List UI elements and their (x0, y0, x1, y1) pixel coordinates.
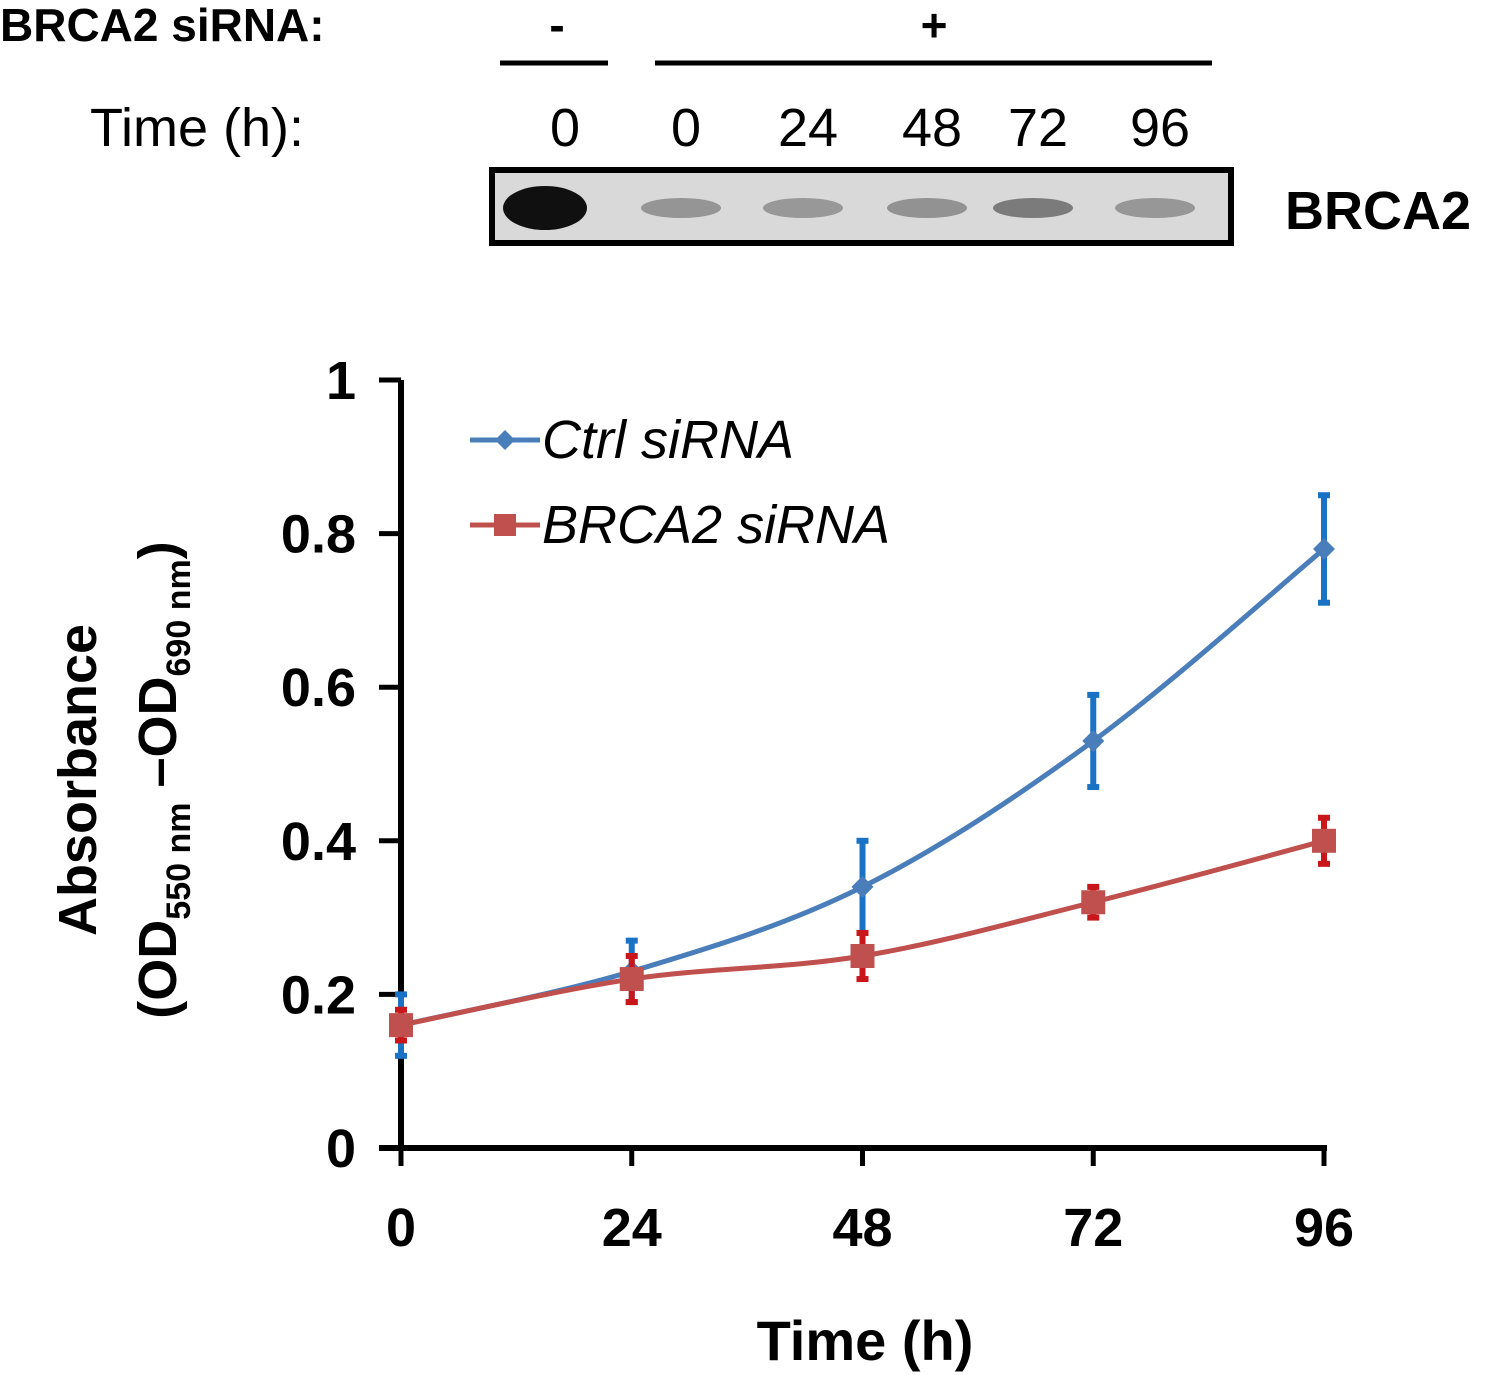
series-brca2-sirna (389, 814, 1336, 1044)
blot-band (503, 186, 587, 230)
blot-panel: BRCA2 siRNA: - + Time (h): 0 0 24 48 72 96 BR… (0, 0, 1471, 246)
y-tick-label: 0.6 (281, 658, 356, 718)
data-point (850, 944, 875, 968)
sirna-label: BRCA2 siRNA: (0, 0, 325, 51)
legend-label-brca2: BRCA2 siRNA (542, 495, 890, 555)
blot-band (993, 198, 1073, 218)
blot-band (1115, 198, 1195, 218)
lane-time-label: 72 (1008, 98, 1068, 158)
legend-marker-diamond (495, 430, 515, 450)
x-tick-label: 24 (602, 1198, 662, 1258)
legend-label-ctrl: Ctrl siRNA (542, 410, 794, 470)
y-sub-690: 690 nm (160, 559, 198, 676)
data-point (619, 967, 644, 992)
x-tick-label: 96 (1294, 1198, 1354, 1258)
y-tick-label: 0.8 (281, 505, 356, 565)
y-axis-title: Absorbance (OD550 nm –OD690 nm) (48, 541, 198, 1018)
data-point (1081, 890, 1106, 915)
blot-band (887, 198, 967, 218)
blot-frame (489, 167, 1234, 246)
y-sub-open: (OD (128, 920, 188, 1019)
minus-sign: - (549, 0, 564, 51)
lane-labels: 0 0 24 48 72 96 (550, 98, 1190, 158)
x-tick-label: 0 (386, 1198, 416, 1258)
legend-marker-square (494, 514, 516, 536)
data-point (1312, 828, 1336, 853)
x-tick-label: 72 (1063, 1198, 1123, 1258)
legend-item-brca2: BRCA2 siRNA (470, 495, 890, 555)
data-point (1313, 537, 1335, 560)
legend-item-ctrl: Ctrl siRNA (470, 410, 794, 470)
data-point (851, 875, 874, 898)
blot-band (641, 198, 721, 218)
lane-time-label: 96 (1130, 98, 1190, 158)
plus-sign: + (921, 0, 948, 51)
x-axis-title: Time (h) (757, 1309, 974, 1372)
data-point (1082, 729, 1105, 752)
lane-time-label: 0 (550, 98, 580, 158)
chart: 0 0.2 0.4 0.6 0.8 1 0 24 48 72 96 Time (h) Absorb… (48, 351, 1354, 1372)
lane-time-label: 48 (902, 98, 962, 158)
legend: Ctrl siRNA BRCA2 siRNA (470, 410, 890, 555)
y-sub-close: ) (128, 541, 188, 559)
lane-time-label: 0 (671, 98, 701, 158)
time-label: Time (h): (90, 98, 304, 158)
data-point (389, 1013, 413, 1038)
x-axis: 0 24 48 72 96 (379, 1145, 1354, 1258)
lane-time-label: 24 (778, 98, 838, 158)
y-sub-550: 550 nm (160, 803, 198, 920)
y-tick-label: 0.2 (281, 965, 356, 1025)
y-axis-title-sub: (OD550 nm –OD690 nm) (128, 541, 198, 1018)
blot-bands (503, 186, 1195, 230)
series-layer (389, 492, 1336, 1059)
y-tick-label: 1 (326, 351, 356, 411)
blot-band (763, 198, 843, 218)
y-axis-title-main: Absorbance (48, 624, 108, 936)
x-tick-label: 48 (832, 1198, 892, 1258)
y-axis: 0 0.2 0.4 0.6 0.8 1 (281, 351, 404, 1179)
y-tick-label: 0.4 (281, 812, 356, 872)
protein-label: BRCA2 (1285, 181, 1471, 241)
y-sub-middle: –OD (128, 676, 188, 802)
y-tick-label: 0 (326, 1119, 356, 1179)
